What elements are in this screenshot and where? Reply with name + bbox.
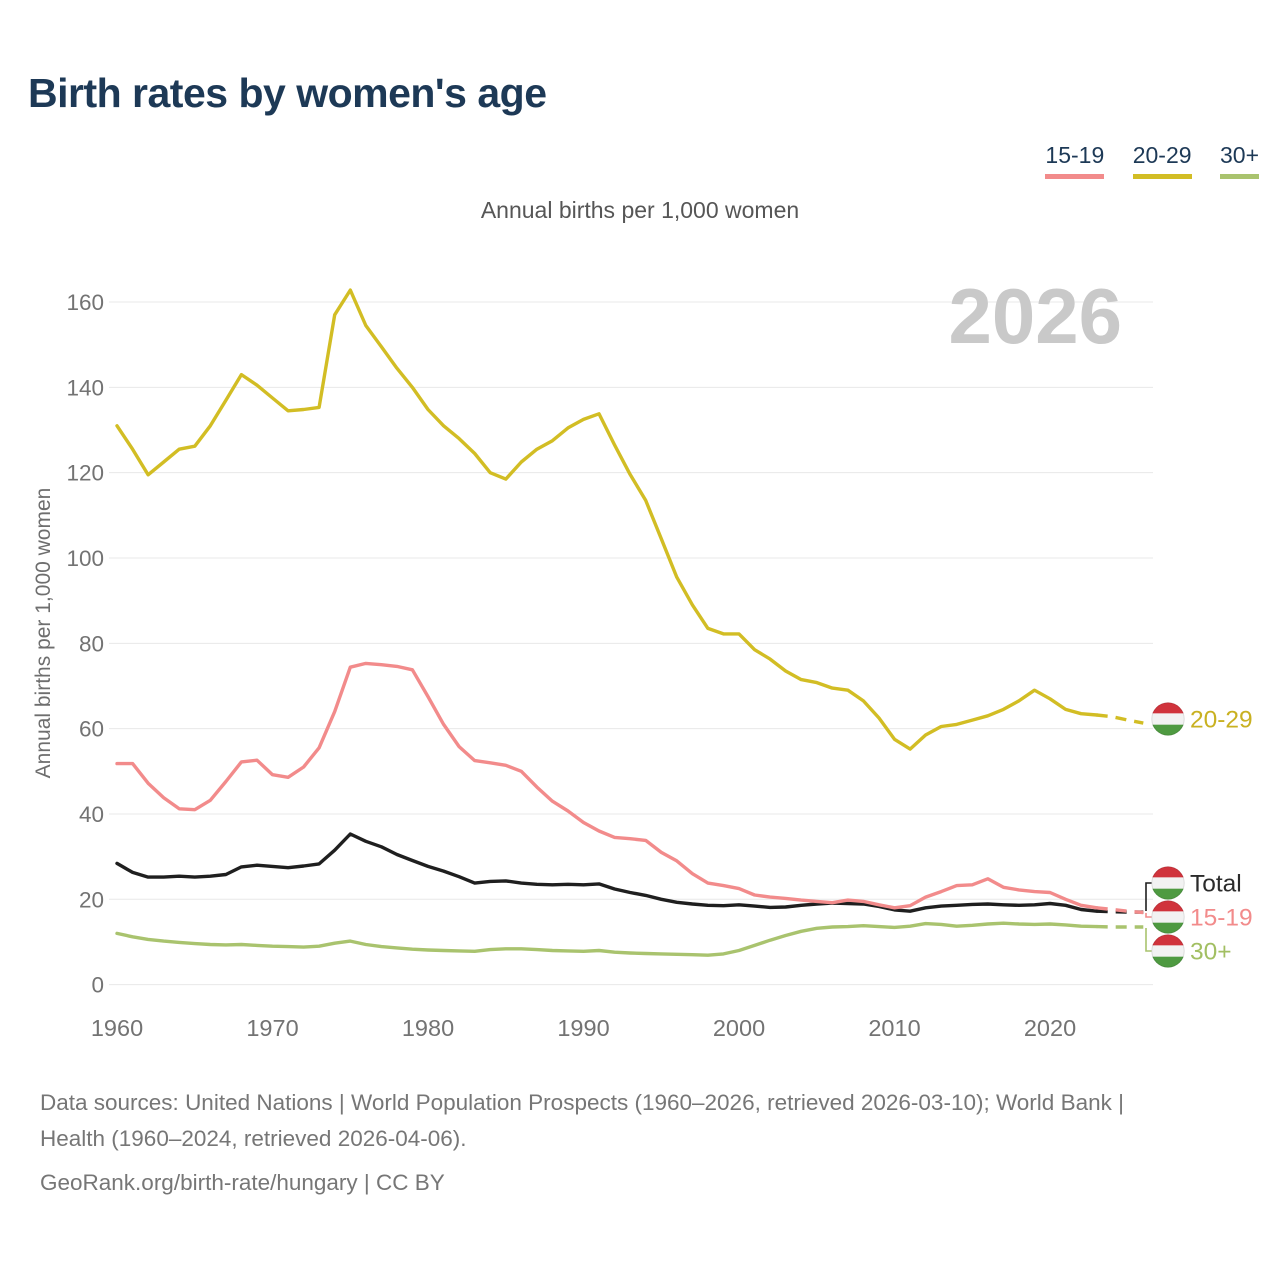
flag-edge bbox=[1151, 934, 1185, 968]
data-sources-text: Data sources: United Nations | World Pop… bbox=[40, 1090, 1124, 1151]
end-label-15-19: 15-19 bbox=[1190, 905, 1253, 932]
flag-stripe bbox=[1151, 888, 1185, 900]
flag-edge bbox=[1151, 900, 1185, 934]
x-tick-label: 1960 bbox=[91, 1015, 143, 1041]
flag-edge bbox=[1151, 702, 1185, 736]
flag-stripes bbox=[1151, 934, 1185, 968]
y-tick-label: 20 bbox=[79, 887, 104, 912]
x-tick-label: 1980 bbox=[402, 1015, 454, 1041]
series-line-20-29 bbox=[115, 288, 1099, 751]
y-tick-label: 100 bbox=[66, 546, 104, 571]
legend-item-15-19[interactable]: 15-19 bbox=[1045, 142, 1105, 179]
series-line-projection-20-29 bbox=[1096, 713, 1144, 725]
series-line-15-19 bbox=[115, 661, 1099, 910]
attribution-link[interactable]: GeoRank.org/birth-rate/hungary | CC BY bbox=[40, 1170, 445, 1195]
flag-stripe bbox=[1151, 922, 1185, 934]
flag-stripe bbox=[1151, 724, 1185, 736]
flag-stripe bbox=[1151, 877, 1185, 889]
flag-stripe bbox=[1151, 945, 1185, 957]
x-tick-label: 2010 bbox=[868, 1015, 920, 1041]
y-tick-label: 80 bbox=[79, 631, 104, 656]
flag-stripe bbox=[1151, 956, 1185, 968]
chart-subtitle: Annual births per 1,000 women bbox=[480, 197, 800, 223]
flag-stripes bbox=[1151, 702, 1185, 736]
x-tick-label: 1970 bbox=[246, 1015, 298, 1041]
x-tick-label: 1990 bbox=[557, 1015, 609, 1041]
label-connector-30plus bbox=[1145, 928, 1154, 952]
series-line-Total bbox=[115, 832, 1099, 913]
chart-footer: Data sources: United Nations | World Pop… bbox=[40, 1085, 1182, 1201]
flag-edge bbox=[1151, 866, 1185, 900]
end-label-20-29: 20-29 bbox=[1190, 707, 1253, 734]
flag-stripes bbox=[1151, 900, 1185, 934]
end-label-30+: 30+ bbox=[1190, 939, 1232, 966]
hungary-flag-icon bbox=[1151, 900, 1185, 934]
x-tick-label: 2000 bbox=[713, 1015, 765, 1041]
legend-item-30plus[interactable]: 30+ bbox=[1219, 142, 1259, 179]
series-line-30+ bbox=[115, 921, 1099, 957]
page-title: Birth rates by women's age bbox=[28, 70, 547, 116]
hungary-flag-icon bbox=[1151, 866, 1185, 900]
x-tick-label: 2020 bbox=[1024, 1015, 1076, 1041]
y-tick-label: 60 bbox=[79, 717, 104, 742]
y-tick-label: 40 bbox=[79, 802, 104, 827]
watermark-year: 2026 bbox=[948, 272, 1122, 360]
chart-legend: 15-19 20-29 30+ bbox=[1021, 142, 1259, 179]
y-tick-label: 140 bbox=[66, 375, 104, 400]
flag-stripe bbox=[1151, 866, 1185, 878]
y-tick-label: 120 bbox=[66, 461, 104, 486]
hungary-flag-icon bbox=[1151, 934, 1185, 968]
flag-stripe bbox=[1151, 900, 1185, 912]
label-connector-total bbox=[1145, 882, 1154, 911]
hungary-flag-icon bbox=[1151, 702, 1185, 736]
flag-stripe bbox=[1151, 713, 1185, 725]
y-tick-label: 0 bbox=[91, 973, 104, 998]
flag-stripes bbox=[1151, 866, 1185, 900]
flag-stripe bbox=[1151, 702, 1185, 714]
label-connector-15-19 bbox=[1145, 913, 1154, 918]
y-axis-label: Annual births per 1,000 women bbox=[32, 487, 55, 779]
legend-item-20-29[interactable]: 20-29 bbox=[1132, 142, 1192, 179]
y-tick-label: 160 bbox=[66, 290, 104, 315]
end-label-Total: Total bbox=[1190, 871, 1242, 898]
series-line-projection-15-19 bbox=[1096, 906, 1144, 915]
flag-stripe bbox=[1151, 934, 1185, 946]
flag-stripe bbox=[1151, 911, 1185, 923]
